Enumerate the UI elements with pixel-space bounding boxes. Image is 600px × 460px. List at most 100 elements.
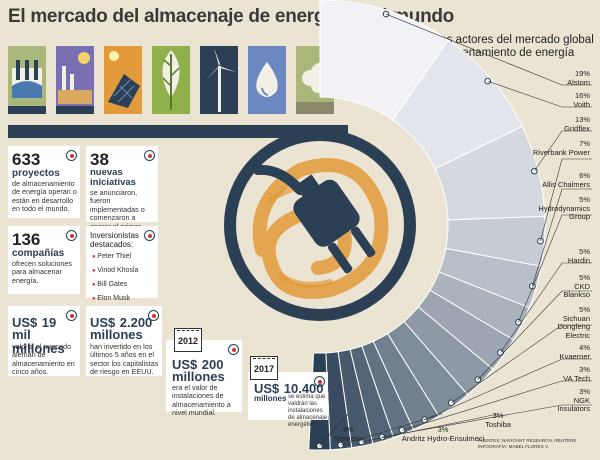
label-name: Siemens xyxy=(333,433,363,443)
label-pct: 5% xyxy=(579,195,590,204)
invested-amount: US$ 2.200 xyxy=(90,314,152,332)
investors-heading: Inversionistas destacados: xyxy=(90,231,139,249)
investors-list: Peter Thiel Vinod Khosla Bill Gates Elon… xyxy=(92,250,138,306)
label-pct: 5% xyxy=(579,305,590,314)
stat-german-market-box: US$ 19 mil millones valdría el mercado a… xyxy=(8,306,80,376)
investor-item: Vinod Khosla xyxy=(92,264,138,278)
plug-graphic xyxy=(224,129,416,321)
water-drop-icon xyxy=(248,46,286,114)
label-toshiba: 3% Toshiba xyxy=(478,411,518,429)
unit-2017: millones xyxy=(254,394,287,403)
label-va-tech: 3% VA Tech xyxy=(536,365,590,383)
invested-text: han invertido en los últimos 5 años en e… xyxy=(90,342,159,377)
investor-item: Bill Gates xyxy=(92,278,138,292)
leader-line-sichuan xyxy=(451,324,592,404)
leader-lines xyxy=(316,10,592,450)
label-pct: 7% xyxy=(579,139,590,148)
leader-line-va-tech xyxy=(402,380,592,431)
leader-line-ngk xyxy=(382,404,592,438)
label-pct: 4% xyxy=(579,343,590,352)
leader-line-kvaerner xyxy=(424,358,592,421)
label-name: CKD Blankso xyxy=(563,281,590,299)
target-icon xyxy=(66,310,77,321)
label-name: Sichuan Dongfeng Electric xyxy=(557,313,590,340)
label-pct: 6% xyxy=(579,171,590,180)
target-icon xyxy=(144,150,155,161)
label-hardin: 5% Hardin xyxy=(536,247,590,265)
amount-2012: US$ 200 xyxy=(172,356,223,374)
label-ckd: 5% CKD Blankso xyxy=(546,273,590,300)
investor-item: Peter Thiel xyxy=(92,250,138,264)
german-market-text: valdría el mercado alemán de almacenamie… xyxy=(12,342,75,377)
text-2017: se estima que valdrán las instalaciones … xyxy=(288,394,328,428)
stat-companies-value: 136 xyxy=(12,230,41,249)
leader-line-hardin xyxy=(500,262,592,353)
solar-panel-icon xyxy=(104,46,142,114)
label-name: Riverbank Power xyxy=(532,147,590,157)
leader-line-ckd xyxy=(477,290,592,380)
dark-band xyxy=(8,125,348,138)
label-pct: 3% xyxy=(579,365,590,374)
label-name: Gridflex xyxy=(564,123,590,133)
wind-turbine-icon xyxy=(200,46,238,114)
stat-investors-box: Inversionistas destacados: Peter Thiel V… xyxy=(86,226,158,302)
label-pct: 3% xyxy=(342,425,354,434)
label-siemens: 3% Siemens xyxy=(328,425,368,443)
industry-icon xyxy=(56,46,94,114)
source-text: FUENTES: NAVIGANT RESEARCH, REUTERS xyxy=(478,438,577,443)
value-2017: 10.400 xyxy=(283,381,324,396)
label-name: Kvaerner xyxy=(559,351,590,361)
label-voith: 16% Voith xyxy=(536,91,590,109)
target-icon xyxy=(66,150,77,161)
currency-prefix: US$ xyxy=(254,381,280,396)
label-name: Andritz Hydro-Ensulmeci xyxy=(401,433,485,443)
label-pct: 5% xyxy=(579,247,590,256)
leaf-icon xyxy=(152,46,190,114)
label-allis-chalmers: 6% Allis Chalmers xyxy=(520,171,590,189)
label-ngk: 3% NGK Insulators xyxy=(546,387,590,414)
german-market-unit: mil millones xyxy=(12,327,65,356)
label-name: Toshiba xyxy=(485,419,511,429)
leader-line-voith xyxy=(487,80,592,108)
label-kvaerner: 4% Kvaerner xyxy=(536,343,590,361)
label-name: Alstom xyxy=(567,77,590,87)
target-icon xyxy=(228,344,239,355)
label-pct: 5% xyxy=(579,273,590,282)
leader-line-gridflex xyxy=(534,130,592,172)
currency-prefix: US$ xyxy=(90,315,116,330)
stat-initiatives-unit: nuevas iniciativas xyxy=(90,167,136,188)
target-icon xyxy=(148,310,159,321)
investor-item: Elon Musk xyxy=(92,292,138,306)
target-icon xyxy=(66,230,77,241)
label-pct: 3% xyxy=(437,425,449,434)
label-gridflex: 13% Gridflex xyxy=(536,115,590,133)
label-pct: 3% xyxy=(579,387,590,396)
invested-unit: millones xyxy=(90,327,143,342)
amount-2017: US$ 10.400 xyxy=(254,380,324,398)
label-alstom: 19% Alstom xyxy=(536,69,590,87)
unit-2012: millones xyxy=(172,369,225,384)
leader-line-alstom xyxy=(385,13,592,86)
label-name: Hardin xyxy=(567,255,590,265)
hydro-dam-icon xyxy=(8,46,46,114)
stat-companies-box: 136 compañías ofrecen soluciones para al… xyxy=(8,226,80,294)
stat-projects-value: 633 xyxy=(12,150,41,169)
source-credit: FUENTES: NAVIGANT RESEARCH, REUTERS INFO… xyxy=(478,438,598,450)
credit-text: INFOGRAFÍA: MABEL FLORES V. xyxy=(478,444,549,449)
label-name: VA Tech xyxy=(563,373,590,383)
label-sichuan: 5% Sichuan Dongfeng Electric xyxy=(540,305,590,340)
label-name: Voith xyxy=(573,99,590,109)
currency-prefix: US$ xyxy=(12,315,38,330)
stat-2012-box: US$ 200 millones era el valor de instala… xyxy=(166,340,242,417)
invested-value: 2.200 xyxy=(119,315,153,330)
label-riverbank: 7% Riverbank Power xyxy=(530,139,590,157)
stat-projects-text: de almacenamiento de energía operan o es… xyxy=(12,179,77,214)
value-2012: 200 xyxy=(201,357,224,372)
stat-projects-unit: proyectos xyxy=(12,168,60,179)
label-hydrodynamics: 5% Hydrodynamics Group xyxy=(530,195,590,222)
stat-invested-box: US$ 2.200 millones han invertido en los … xyxy=(86,306,162,376)
target-icon xyxy=(144,230,155,241)
leader-line-toshiba xyxy=(361,413,499,443)
text-2012: era el valor de instalaciones de almacen… xyxy=(172,383,231,418)
